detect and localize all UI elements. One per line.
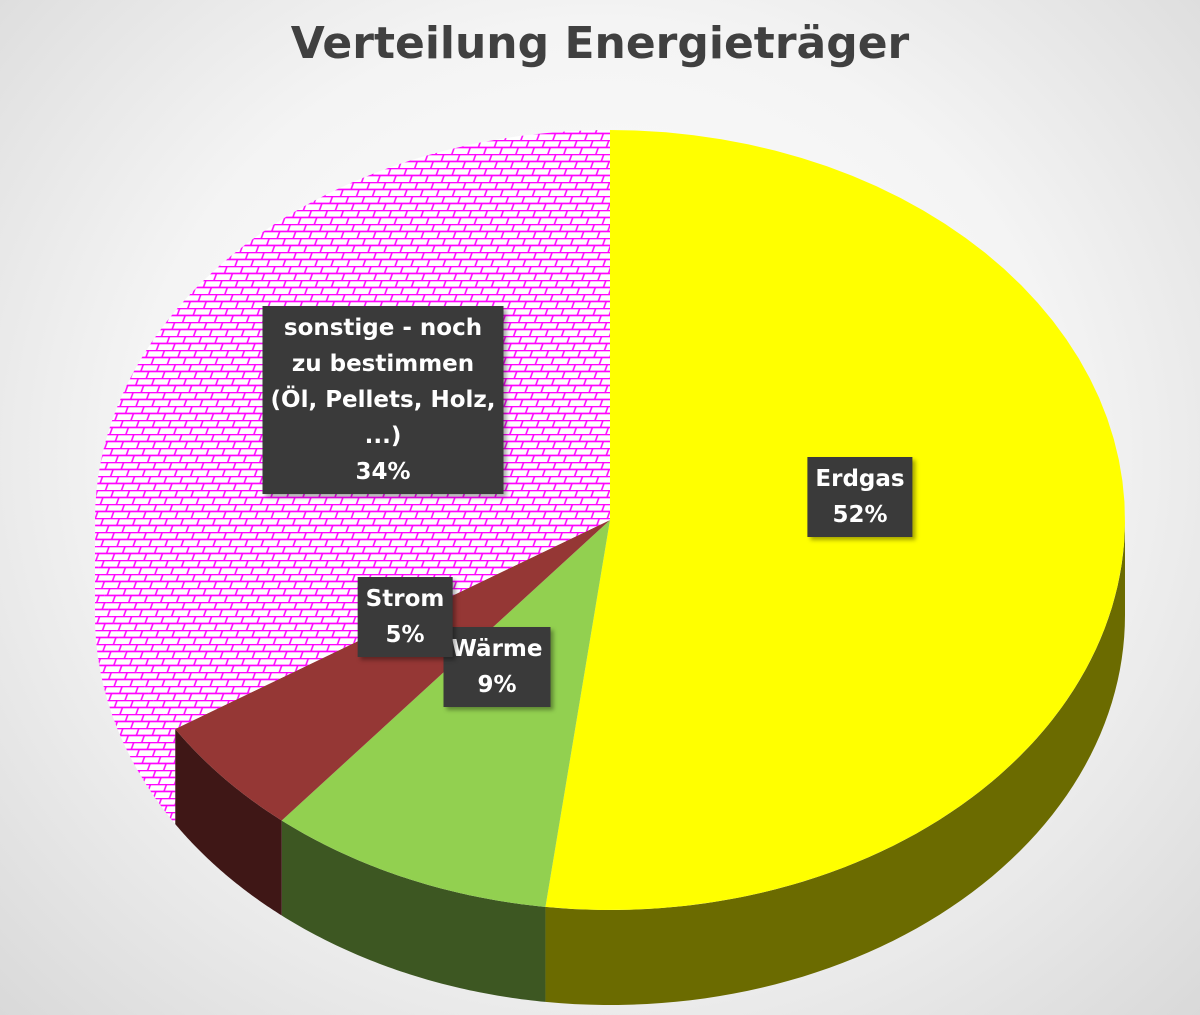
slice-side — [175, 728, 282, 916]
label-value: 9% — [477, 672, 517, 698]
slice — [281, 520, 610, 907]
label-category: Wärme — [451, 636, 543, 662]
data-label: Wärme 9% — [443, 627, 551, 707]
label-value: 5% — [385, 622, 425, 648]
label-value: 52% — [832, 502, 888, 528]
chart-title: Verteilung Energieträger — [290, 18, 910, 69]
label-category: Erdgas — [815, 466, 905, 492]
label-value: 34% — [355, 459, 411, 485]
data-label: sonstige - noch zu bestimmen (Öl, Pellet… — [262, 306, 504, 494]
label-category: sonstige - noch zu bestimmen (Öl, Pellet… — [270, 315, 496, 449]
label-category: Strom — [365, 586, 445, 612]
data-label: Strom 5% — [357, 577, 453, 657]
slice-side — [545, 520, 1125, 1005]
slice-side — [281, 820, 546, 1002]
data-label: Erdgas 52% — [807, 457, 913, 537]
slice — [175, 520, 610, 821]
slice-side — [95, 520, 176, 824]
